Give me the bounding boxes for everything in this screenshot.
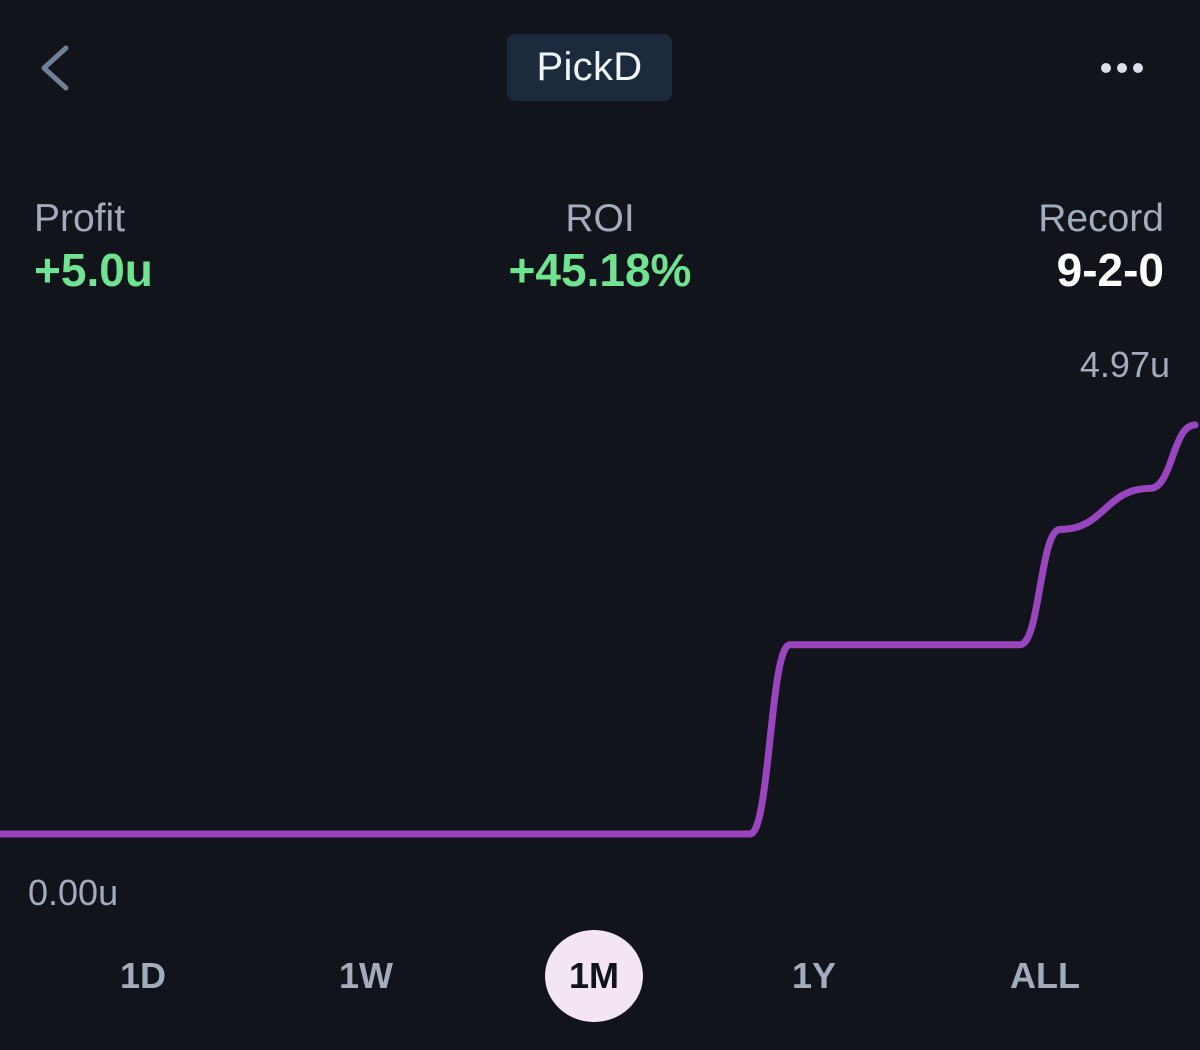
- roi-stat: ROI +45.18%: [400, 196, 800, 298]
- range-option-1w[interactable]: 1W: [339, 955, 393, 996]
- chevron-left-icon: [41, 45, 69, 91]
- range-option-1m[interactable]: 1M: [545, 930, 643, 1022]
- roi-value: +45.18%: [508, 244, 692, 296]
- profit-stat: Profit +5.0u: [34, 196, 153, 298]
- profit-series-line: [0, 421, 1199, 838]
- profit-label: Profit: [34, 197, 126, 240]
- record-stat: Record 9-2-0: [1038, 196, 1164, 298]
- y-max-label: 4.97u: [1079, 344, 1170, 385]
- range-option-1d[interactable]: 1D: [119, 955, 167, 996]
- profit-value: +5.0u: [34, 244, 153, 296]
- more-button[interactable]: [1090, 46, 1154, 90]
- y-min-label: 0.00u: [28, 872, 119, 913]
- time-range-selector: 1D 1W 1M 1Y ALL: [0, 930, 1200, 1022]
- range-option-all[interactable]: ALL: [1010, 955, 1080, 996]
- range-option-1y[interactable]: 1Y: [791, 955, 837, 996]
- back-button[interactable]: [28, 36, 84, 100]
- page-title[interactable]: PickD: [507, 34, 672, 101]
- record-value: 9-2-0: [1056, 244, 1164, 296]
- more-horizontal-icon: [1101, 63, 1143, 73]
- record-label: Record: [1038, 197, 1164, 240]
- roi-label: ROI: [565, 197, 635, 240]
